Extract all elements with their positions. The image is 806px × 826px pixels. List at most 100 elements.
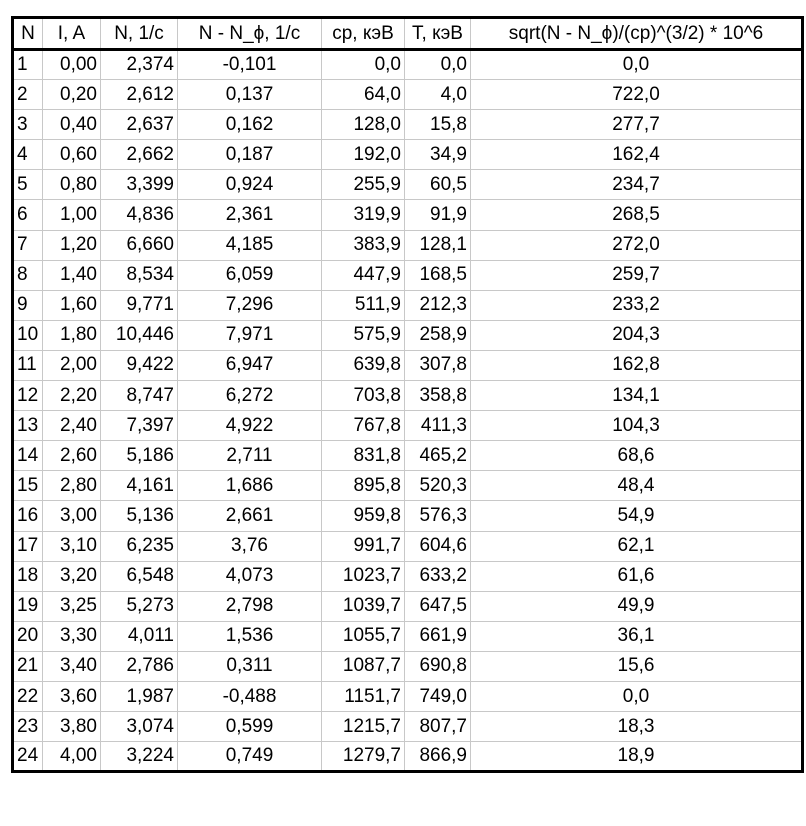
cell-kurie-value[interactable]: 48,4 — [470, 470, 803, 502]
cell-n[interactable]: 24 — [12, 741, 43, 773]
cell-net-count-rate[interactable]: 6,059 — [177, 259, 322, 291]
cell-net-count-rate[interactable]: 4,073 — [177, 560, 322, 592]
cell-n[interactable]: 14 — [12, 440, 43, 472]
cell-momentum[interactable]: 831,8 — [321, 440, 405, 472]
cell-kurie-value[interactable]: 162,8 — [470, 349, 803, 382]
cell-current[interactable]: 0,20 — [42, 79, 101, 111]
cell-net-count-rate[interactable]: 2,361 — [177, 199, 322, 231]
cell-momentum[interactable]: 1039,7 — [321, 590, 405, 622]
cell-kurie-value[interactable]: 272,0 — [470, 229, 803, 261]
header-cell-kinetic-energy[interactable]: T, кэВ — [404, 17, 471, 51]
cell-kinetic-energy[interactable]: 604,6 — [404, 530, 471, 562]
cell-kurie-value[interactable]: 233,2 — [470, 289, 803, 321]
cell-momentum[interactable]: 0,0 — [321, 48, 405, 81]
cell-current[interactable]: 3,30 — [42, 620, 101, 652]
cell-net-count-rate[interactable]: 2,711 — [177, 440, 322, 472]
cell-momentum[interactable]: 991,7 — [321, 530, 405, 562]
cell-kurie-value[interactable]: 0,0 — [470, 48, 803, 81]
cell-n[interactable]: 3 — [12, 109, 43, 141]
cell-count-rate[interactable]: 9,771 — [100, 289, 178, 321]
cell-current[interactable]: 1,80 — [42, 319, 101, 351]
cell-kinetic-energy[interactable]: 520,3 — [404, 470, 471, 502]
cell-net-count-rate[interactable]: 0,311 — [177, 650, 322, 682]
cell-count-rate[interactable]: 8,534 — [100, 259, 178, 291]
cell-kinetic-energy[interactable]: 34,9 — [404, 139, 471, 171]
cell-momentum[interactable]: 128,0 — [321, 109, 405, 141]
cell-count-rate[interactable]: 2,637 — [100, 109, 178, 141]
cell-kurie-value[interactable]: 18,3 — [470, 711, 803, 743]
header-cell-n[interactable]: N — [12, 17, 43, 51]
cell-kinetic-energy[interactable]: 307,8 — [404, 349, 471, 382]
cell-net-count-rate[interactable]: 0,749 — [177, 741, 322, 773]
cell-current[interactable]: 3,00 — [42, 500, 101, 532]
cell-net-count-rate[interactable]: 4,922 — [177, 410, 322, 442]
cell-momentum[interactable]: 1087,7 — [321, 650, 405, 682]
cell-count-rate[interactable]: 3,074 — [100, 711, 178, 743]
cell-n[interactable]: 5 — [12, 169, 43, 201]
cell-momentum[interactable]: 1023,7 — [321, 560, 405, 592]
cell-kurie-value[interactable]: 49,9 — [470, 590, 803, 622]
cell-kurie-value[interactable]: 259,7 — [470, 259, 803, 291]
cell-count-rate[interactable]: 7,397 — [100, 410, 178, 442]
cell-momentum[interactable]: 575,9 — [321, 319, 405, 351]
cell-count-rate[interactable]: 2,374 — [100, 48, 178, 81]
cell-count-rate[interactable]: 2,786 — [100, 650, 178, 682]
cell-current[interactable]: 3,25 — [42, 590, 101, 622]
cell-net-count-rate[interactable]: 1,686 — [177, 470, 322, 502]
cell-net-count-rate[interactable]: 0,187 — [177, 139, 322, 171]
cell-n[interactable]: 12 — [12, 380, 43, 412]
cell-count-rate[interactable]: 4,836 — [100, 199, 178, 231]
cell-net-count-rate[interactable]: 6,272 — [177, 380, 322, 412]
cell-kinetic-energy[interactable]: 866,9 — [404, 741, 471, 773]
cell-kurie-value[interactable]: 162,4 — [470, 139, 803, 171]
cell-current[interactable]: 4,00 — [42, 741, 101, 773]
cell-kurie-value[interactable]: 36,1 — [470, 620, 803, 652]
cell-current[interactable]: 1,40 — [42, 259, 101, 291]
cell-kinetic-energy[interactable]: 647,5 — [404, 590, 471, 622]
cell-current[interactable]: 3,20 — [42, 560, 101, 592]
cell-current[interactable]: 3,80 — [42, 711, 101, 743]
cell-momentum[interactable]: 1215,7 — [321, 711, 405, 743]
cell-kinetic-energy[interactable]: 15,8 — [404, 109, 471, 141]
cell-kinetic-energy[interactable]: 576,3 — [404, 500, 471, 532]
cell-count-rate[interactable]: 3,224 — [100, 741, 178, 773]
cell-current[interactable]: 3,60 — [42, 680, 101, 713]
cell-kinetic-energy[interactable]: 749,0 — [404, 680, 471, 713]
cell-kurie-value[interactable]: 68,6 — [470, 440, 803, 472]
cell-n[interactable]: 22 — [12, 680, 43, 713]
header-cell-count-rate[interactable]: N, 1/c — [100, 17, 178, 51]
cell-kurie-value[interactable]: 234,7 — [470, 169, 803, 201]
header-cell-momentum[interactable]: cp, кэВ — [321, 17, 405, 51]
cell-current[interactable]: 0,80 — [42, 169, 101, 201]
cell-kurie-value[interactable]: 54,9 — [470, 500, 803, 532]
cell-n[interactable]: 17 — [12, 530, 43, 562]
cell-current[interactable]: 2,80 — [42, 470, 101, 502]
cell-net-count-rate[interactable]: 3,76 — [177, 530, 322, 562]
cell-count-rate[interactable]: 4,011 — [100, 620, 178, 652]
cell-net-count-rate[interactable]: 0,924 — [177, 169, 322, 201]
cell-count-rate[interactable]: 5,273 — [100, 590, 178, 622]
cell-net-count-rate[interactable]: -0,488 — [177, 680, 322, 713]
cell-net-count-rate[interactable]: 4,185 — [177, 229, 322, 261]
cell-net-count-rate[interactable]: 7,296 — [177, 289, 322, 321]
cell-kurie-value[interactable]: 0,0 — [470, 680, 803, 713]
cell-count-rate[interactable]: 3,399 — [100, 169, 178, 201]
cell-kinetic-energy[interactable]: 690,8 — [404, 650, 471, 682]
cell-kurie-value[interactable]: 204,3 — [470, 319, 803, 351]
cell-n[interactable]: 16 — [12, 500, 43, 532]
cell-kinetic-energy[interactable]: 465,2 — [404, 440, 471, 472]
cell-current[interactable]: 1,60 — [42, 289, 101, 321]
cell-kinetic-energy[interactable]: 212,3 — [404, 289, 471, 321]
cell-kinetic-energy[interactable]: 0,0 — [404, 48, 471, 81]
cell-net-count-rate[interactable]: 0,137 — [177, 79, 322, 111]
cell-kinetic-energy[interactable]: 411,3 — [404, 410, 471, 442]
cell-count-rate[interactable]: 8,747 — [100, 380, 178, 412]
cell-current[interactable]: 3,10 — [42, 530, 101, 562]
cell-momentum[interactable]: 319,9 — [321, 199, 405, 231]
cell-count-rate[interactable]: 2,612 — [100, 79, 178, 111]
cell-count-rate[interactable]: 1,987 — [100, 680, 178, 713]
cell-kinetic-energy[interactable]: 4,0 — [404, 79, 471, 111]
cell-momentum[interactable]: 64,0 — [321, 79, 405, 111]
header-cell-net-count-rate[interactable]: N - N_ϕ, 1/c — [177, 17, 322, 51]
cell-kurie-value[interactable]: 61,6 — [470, 560, 803, 592]
